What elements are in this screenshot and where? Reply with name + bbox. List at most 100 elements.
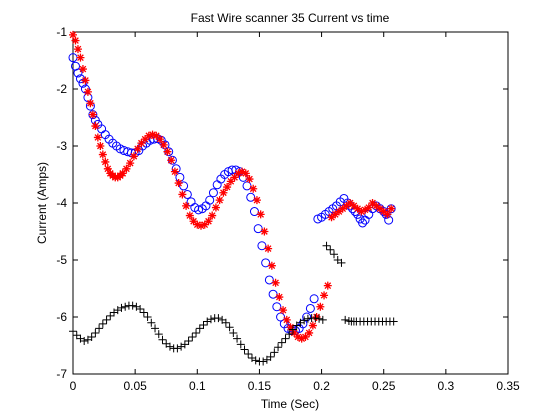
- chart-title: Fast Wire scanner 35 Current vs time: [191, 11, 390, 25]
- data-point-asterisk: [383, 210, 392, 219]
- data-point-plus: [184, 336, 193, 345]
- data-point-asterisk: [69, 30, 77, 39]
- data-point-plus: [318, 315, 327, 324]
- data-point-asterisk: [245, 175, 254, 184]
- data-point-plus: [195, 324, 204, 333]
- data-point-asterisk: [93, 133, 102, 142]
- data-point-asterisk: [178, 190, 187, 199]
- data-point-plus: [326, 245, 335, 254]
- data-point-asterisk: [312, 313, 321, 321]
- data-point-circle: [80, 84, 90, 94]
- data-point-asterisk: [174, 179, 183, 188]
- data-point-asterisk: [88, 110, 97, 119]
- data-point-asterisk: [83, 87, 92, 96]
- data-point-asterisk: [249, 184, 258, 193]
- data-point-circle: [179, 181, 189, 191]
- data-point-plus: [315, 314, 324, 323]
- data-point-plus: [165, 342, 174, 351]
- data-point-asterisk: [275, 293, 284, 302]
- data-point-asterisk: [129, 152, 138, 161]
- data-point-asterisk: [118, 169, 127, 178]
- data-point-plus: [341, 315, 350, 324]
- y-tick-label: -6: [56, 310, 67, 324]
- data-point-plus: [151, 324, 160, 333]
- data-point-asterisk: [215, 196, 224, 205]
- data-point-plus: [136, 305, 145, 314]
- data-point-asterisk: [197, 221, 206, 230]
- data-point-plus: [277, 338, 286, 347]
- x-tick-label: 0.05: [123, 379, 147, 393]
- data-point-plus: [192, 328, 201, 337]
- data-point-asterisk: [103, 164, 112, 173]
- data-point-asterisk: [305, 328, 314, 337]
- data-point-asterisk: [96, 142, 105, 150]
- data-point-plus: [240, 345, 249, 354]
- data-point-plus: [158, 335, 167, 344]
- data-point-plus: [259, 357, 268, 366]
- data-point-asterisk: [76, 53, 85, 62]
- data-point-asterisk: [361, 205, 370, 214]
- data-point-plus: [303, 314, 312, 323]
- x-tick-label: 0.2: [313, 379, 330, 393]
- data-point-asterisk: [226, 177, 235, 186]
- data-point-asterisk: [252, 196, 261, 205]
- data-point-plus: [121, 302, 130, 311]
- data-point-plus: [337, 258, 346, 267]
- data-point-asterisk: [308, 321, 317, 330]
- data-point-plus: [281, 334, 290, 343]
- data-point-asterisk: [126, 159, 135, 168]
- data-point-circle: [73, 68, 83, 78]
- data-point-asterisk: [279, 306, 288, 315]
- data-point-asterisk: [379, 207, 388, 216]
- data-point-plus: [143, 313, 152, 321]
- series-layer: [68, 30, 398, 366]
- data-point-plus: [251, 356, 260, 365]
- data-point-asterisk: [230, 173, 239, 182]
- y-axis-label: Current (Amps): [35, 162, 49, 244]
- data-point-asterisk: [238, 167, 247, 176]
- data-point-circle: [272, 302, 282, 312]
- series-asterisk: [69, 30, 396, 343]
- data-point-asterisk: [342, 201, 351, 210]
- data-point-asterisk: [144, 131, 153, 140]
- x-tick-label: 0.25: [372, 379, 396, 393]
- data-point-asterisk: [133, 144, 142, 153]
- x-axis-label: Time (Sec): [261, 397, 319, 411]
- data-point-circle: [208, 188, 218, 198]
- data-point-asterisk: [122, 164, 131, 173]
- data-point-asterisk: [71, 36, 80, 45]
- y-tick-label: -2: [56, 82, 67, 96]
- data-point-asterisk: [167, 156, 176, 165]
- y-tick-label: -4: [56, 196, 67, 210]
- data-point-asterisk: [297, 334, 306, 343]
- data-point-asterisk: [219, 188, 228, 197]
- data-point-asterisk: [293, 332, 302, 341]
- data-point-asterisk: [323, 281, 332, 290]
- x-tick-label: 0.15: [248, 379, 272, 393]
- data-point-asterisk: [327, 213, 336, 222]
- data-point-asterisk: [78, 65, 87, 74]
- data-point-plus: [300, 316, 309, 325]
- data-point-plus: [225, 323, 234, 332]
- data-point-plus: [98, 319, 107, 328]
- data-point-asterisk: [86, 99, 95, 108]
- data-point-asterisk: [357, 207, 366, 216]
- data-point-asterisk: [241, 169, 250, 178]
- y-tick-label: -1: [56, 25, 67, 39]
- data-point-asterisk: [271, 278, 280, 287]
- data-point-plus: [266, 352, 275, 361]
- data-point-plus: [206, 315, 215, 324]
- data-point-plus: [102, 315, 111, 324]
- data-point-plus: [87, 332, 96, 341]
- data-point-plus: [173, 344, 182, 353]
- data-point-asterisk: [91, 122, 100, 131]
- data-point-plus: [285, 330, 294, 339]
- data-point-asterisk: [320, 291, 329, 300]
- data-point-asterisk: [163, 147, 172, 156]
- data-point-asterisk: [290, 328, 299, 337]
- data-point-asterisk: [141, 135, 150, 144]
- data-point-plus: [188, 332, 197, 341]
- data-point-plus: [229, 328, 238, 337]
- data-point-asterisk: [152, 131, 161, 140]
